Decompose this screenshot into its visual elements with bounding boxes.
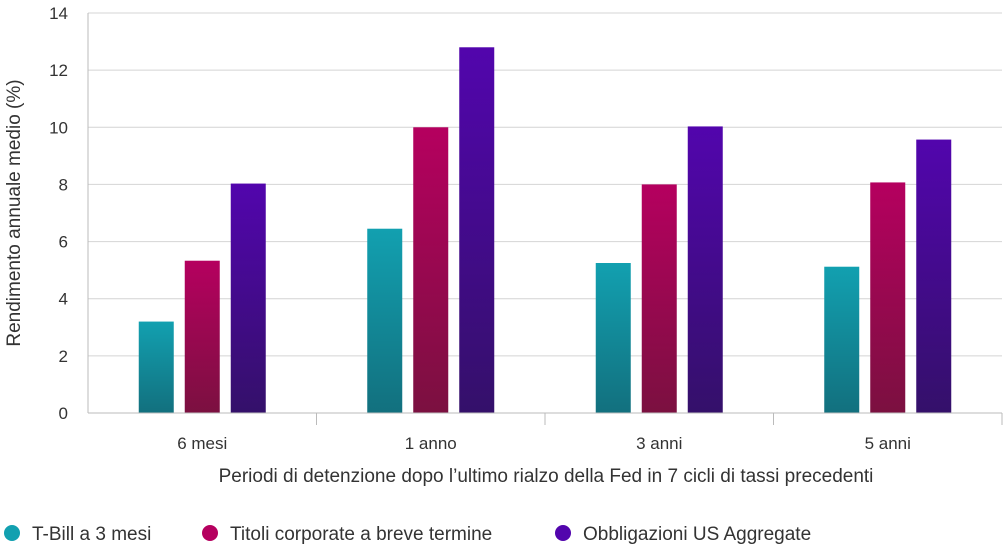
x-tick-label: 3 anni [636, 434, 682, 453]
gridlines [88, 12, 1002, 414]
y-tick-label: 10 [49, 118, 68, 137]
y-tick-label: 14 [49, 4, 68, 23]
bar [916, 139, 952, 414]
y-tick-label: 0 [59, 404, 68, 423]
y-tick-label: 2 [59, 347, 68, 366]
bar [138, 321, 174, 413]
bar [367, 228, 403, 413]
bar [595, 263, 631, 413]
x-axis-title: Periodi di detenzione dopo l’ultimo rial… [219, 466, 874, 487]
legend-label: Obbligazioni US Aggregate [583, 524, 811, 545]
y-tick-label: 6 [59, 233, 68, 252]
legend-label: Titoli corporate a breve termine [230, 524, 492, 545]
legend-swatch [4, 525, 20, 541]
y-tick-label: 12 [49, 61, 68, 80]
bar [687, 126, 723, 413]
legend: T-Bill a 3 mesi Titoli corporate a breve … [4, 524, 811, 545]
bar [184, 260, 220, 413]
bar [870, 182, 906, 413]
x-tick-label: 6 mesi [177, 434, 227, 453]
legend-label: T-Bill a 3 mesi [32, 524, 151, 545]
y-axis-title: Rendimento annuale medio (%) [4, 79, 25, 346]
bar [230, 183, 266, 413]
bar [641, 184, 677, 413]
legend-swatch [202, 525, 218, 541]
x-tick-label: 5 anni [865, 434, 911, 453]
x-tick-label: 1 anno [405, 434, 457, 453]
bars [138, 47, 952, 414]
legend-swatch [555, 525, 571, 541]
y-tick-label: 4 [59, 290, 68, 309]
bar [459, 47, 495, 414]
axes: 0 2 4 6 8 10 12 14 6 mesi 1 anno 3 anni 5 anni [49, 4, 1003, 453]
y-tick-label: 8 [59, 175, 68, 194]
bar [824, 266, 860, 413]
bar [413, 127, 449, 414]
